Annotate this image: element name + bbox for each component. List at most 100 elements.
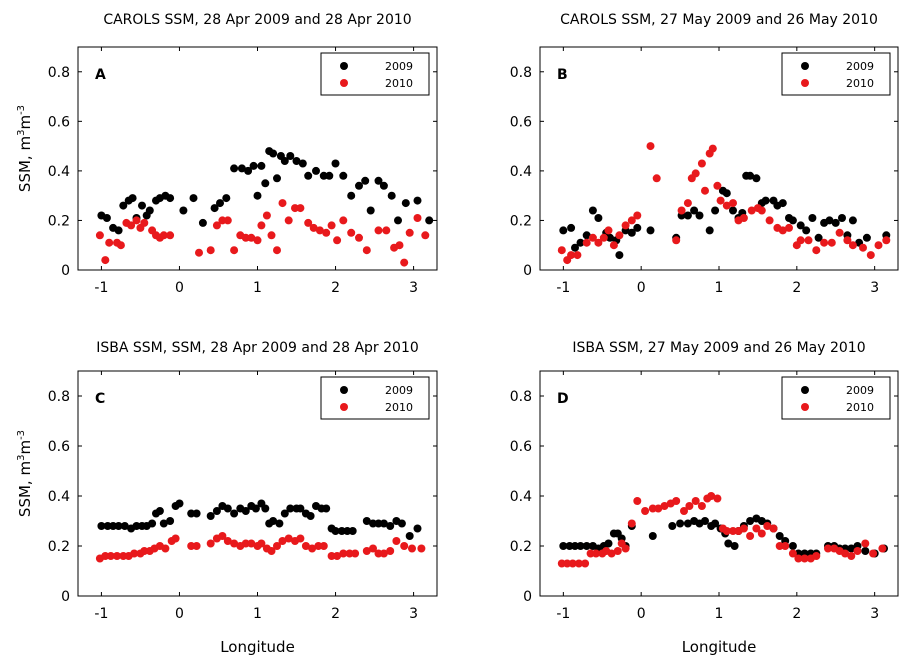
data-point xyxy=(861,539,870,548)
data-point xyxy=(861,547,870,555)
data-point xyxy=(722,527,731,535)
data-point xyxy=(198,218,207,227)
panel-a: CAROLS SSM, 28 Apr 2009 and 28 Apr 2010 A… xyxy=(16,12,438,296)
data-point xyxy=(102,214,111,222)
data-point xyxy=(775,542,784,550)
data-point xyxy=(559,542,568,550)
data-point xyxy=(95,231,104,240)
x-tick-label: 1 xyxy=(715,606,724,622)
data-point xyxy=(347,228,356,237)
data-point xyxy=(878,544,887,553)
y-tick-label: 0.8 xyxy=(48,65,70,81)
data-point xyxy=(369,519,377,528)
data-point xyxy=(109,522,118,530)
data-point xyxy=(722,201,731,210)
x-tick-label: 3 xyxy=(409,606,418,622)
data-point xyxy=(853,547,862,555)
data-point xyxy=(319,542,328,550)
data-point xyxy=(716,196,725,205)
data-point xyxy=(627,228,636,237)
data-point xyxy=(557,246,566,255)
data-point xyxy=(831,218,840,227)
data-point xyxy=(711,519,720,528)
data-point xyxy=(145,206,154,215)
data-point xyxy=(697,159,706,168)
data-point xyxy=(588,206,597,215)
data-point xyxy=(672,236,681,245)
x-tick-label: 0 xyxy=(175,280,184,296)
data-point xyxy=(746,171,755,180)
data-point xyxy=(609,241,618,250)
y-tick-label: 0.4 xyxy=(510,489,532,505)
data-point xyxy=(559,226,568,235)
data-point xyxy=(413,214,422,222)
data-point xyxy=(140,218,149,227)
y-tick-label: 0.4 xyxy=(48,164,70,180)
series-2010 xyxy=(557,492,887,568)
data-point xyxy=(417,544,426,553)
legend-marker xyxy=(801,386,809,394)
data-point xyxy=(120,522,129,530)
data-point xyxy=(273,174,281,183)
y-tick-label: 0.2 xyxy=(48,539,70,555)
data-point xyxy=(592,549,600,558)
legend-box xyxy=(781,376,891,420)
panel-b: CAROLS SSM, 27 May 2009 and 26 May 2010 B… xyxy=(510,12,899,296)
data-point xyxy=(615,251,624,260)
x-tick-label: -1 xyxy=(556,280,570,296)
legend-label: 2009 xyxy=(385,60,413,73)
data-point xyxy=(571,243,579,252)
data-point xyxy=(691,169,700,178)
data-point xyxy=(113,552,121,560)
data-point xyxy=(405,532,414,540)
data-point xyxy=(132,522,141,530)
data-point xyxy=(582,231,591,240)
data-point xyxy=(405,228,414,237)
series-2009 xyxy=(559,171,891,260)
data-point xyxy=(841,549,850,558)
legend: 2009 2010 xyxy=(320,52,430,96)
data-point xyxy=(355,233,363,242)
data-point xyxy=(331,159,340,168)
data-point xyxy=(568,559,577,568)
data-point xyxy=(765,216,774,225)
x-tick-label: 3 xyxy=(870,606,879,622)
data-point xyxy=(247,233,256,242)
legend-label: 2010 xyxy=(385,77,413,90)
data-point xyxy=(869,549,878,558)
data-point xyxy=(298,159,307,168)
data-point xyxy=(874,241,883,250)
data-point xyxy=(796,221,805,230)
data-point xyxy=(101,256,110,265)
data-point xyxy=(251,504,260,513)
legend-box xyxy=(320,52,430,96)
data-point xyxy=(606,233,614,242)
data-point xyxy=(382,226,391,235)
data-point xyxy=(676,519,685,528)
panel-title: CAROLS SSM, 27 May 2009 and 26 May 2010 xyxy=(560,12,878,28)
data-point xyxy=(345,549,354,558)
series-2010 xyxy=(95,199,430,267)
data-point xyxy=(724,539,733,548)
x-tick-label: 1 xyxy=(253,280,262,296)
data-point xyxy=(127,221,136,230)
data-point xyxy=(355,181,363,190)
data-point xyxy=(315,226,324,235)
data-point xyxy=(206,246,215,255)
data-point xyxy=(672,497,681,505)
legend-marker xyxy=(340,403,348,411)
x-axis-label: Longitude xyxy=(220,638,295,656)
y-tick-label: 0.2 xyxy=(510,213,532,229)
data-point xyxy=(159,231,168,240)
data-point xyxy=(273,542,281,550)
data-point xyxy=(366,206,375,215)
data-point xyxy=(882,236,891,245)
data-point xyxy=(230,246,239,255)
data-point xyxy=(400,542,409,550)
data-point xyxy=(397,519,406,528)
data-point xyxy=(269,149,278,158)
data-point xyxy=(278,199,287,208)
data-point xyxy=(101,552,110,560)
data-point xyxy=(333,236,342,245)
